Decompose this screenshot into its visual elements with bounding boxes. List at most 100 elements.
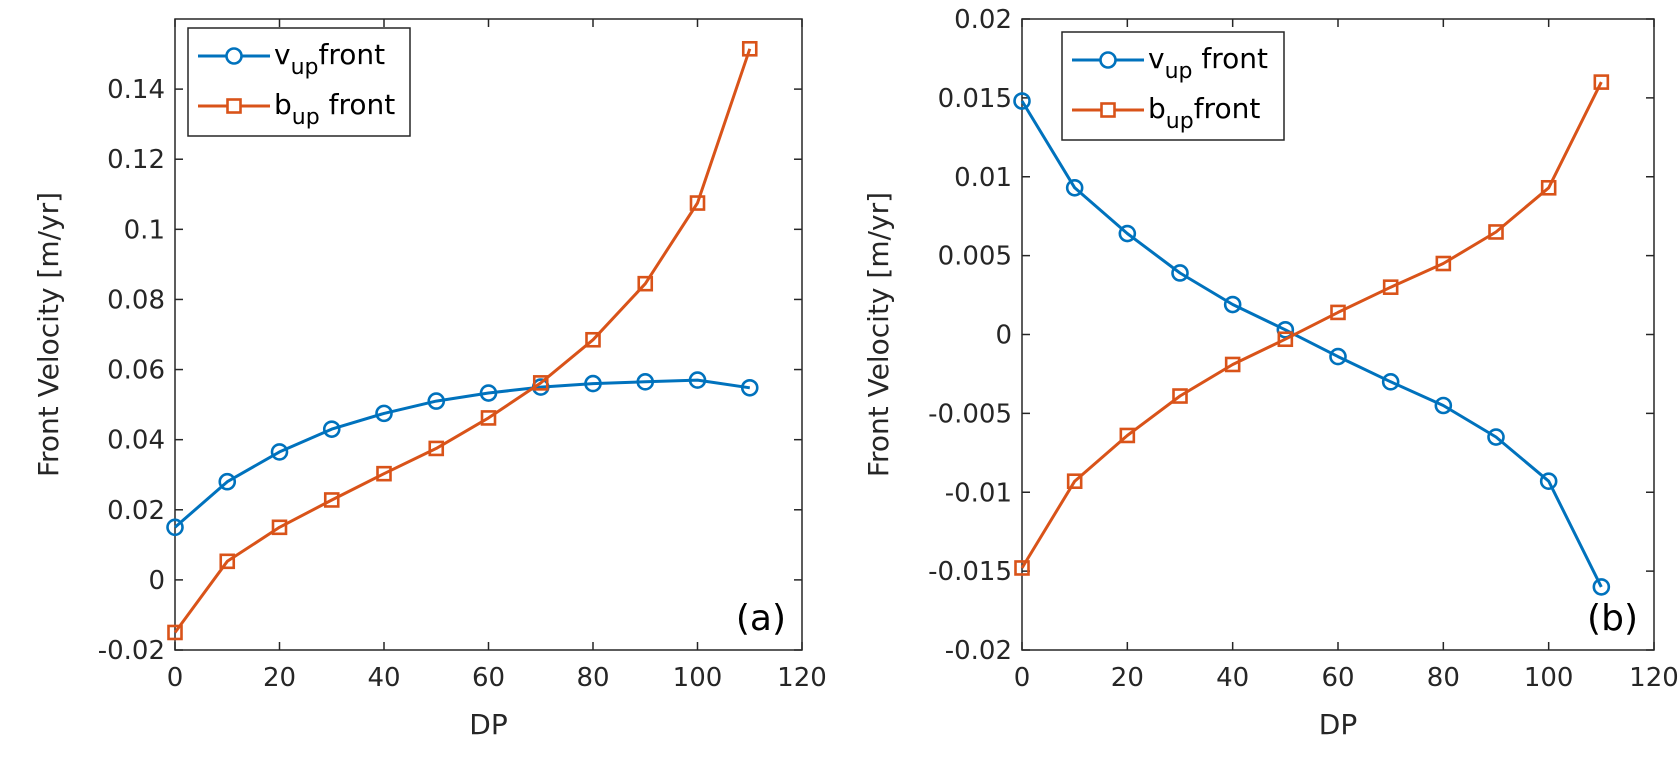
legend-box <box>1061 31 1285 141</box>
legend-marker <box>1100 102 1116 118</box>
x-tick-label: 20 <box>1111 663 1144 693</box>
data-point <box>1224 356 1241 373</box>
y-tick-label: -0.005 <box>928 399 1012 429</box>
data-point <box>480 410 497 426</box>
data-point <box>637 275 654 292</box>
data-point <box>1381 373 1400 391</box>
series-2 <box>1014 74 1610 576</box>
legend-marker <box>225 47 243 65</box>
data-point <box>636 373 655 391</box>
x-tick-label: 20 <box>263 663 296 693</box>
legend-label: bup front <box>274 88 395 130</box>
x-tick-label: 60 <box>472 663 505 693</box>
x-axis-label: DP <box>469 708 507 741</box>
data-point <box>1172 388 1188 404</box>
y-tick-label: 0.02 <box>954 5 1012 35</box>
data-point <box>1435 255 1452 272</box>
data-point <box>1329 347 1347 366</box>
data-point <box>1592 578 1611 596</box>
chart-panel-2: 0 20 40 60 80 100 120 -0.02 -0.015 -0.01 -0.005 0 0.… <box>862 5 1679 741</box>
data-point <box>1487 428 1505 446</box>
series-line <box>173 48 752 634</box>
y-tick-label: -0.01 <box>945 478 1012 508</box>
y-tick-label: 0.015 <box>938 84 1012 114</box>
x-tick-label: 0 <box>1014 663 1031 693</box>
x-tick-label: 100 <box>673 663 723 693</box>
series-2 <box>167 40 758 641</box>
legend-marker <box>1099 51 1117 69</box>
series-line <box>1020 81 1603 569</box>
y-tick-label: 0.14 <box>107 75 165 105</box>
data-point <box>428 440 445 457</box>
x-tick-label: 100 <box>1524 663 1574 693</box>
data-point <box>376 465 392 482</box>
data-point <box>1223 295 1242 314</box>
data-point <box>1382 279 1399 295</box>
x-axis-label: DP <box>1319 708 1357 741</box>
y-axis-label: Front Velocity [m/yr] <box>862 192 895 477</box>
y-tick-label: 0.06 <box>107 356 165 386</box>
data-point <box>1277 331 1294 348</box>
series-line <box>1020 100 1603 588</box>
legend: vup front bupfront <box>1061 31 1285 141</box>
data-point <box>1276 320 1295 339</box>
data-point <box>1488 224 1504 240</box>
data-point <box>270 443 289 461</box>
y-tick-label: 0.04 <box>107 426 165 456</box>
x-tick-label: 80 <box>576 663 609 693</box>
data-point <box>1065 178 1084 197</box>
data-point <box>219 553 236 570</box>
x-tick-label: 40 <box>1216 663 1249 693</box>
y-tick-label: 0.08 <box>107 285 165 315</box>
legend-box <box>187 27 411 137</box>
data-point <box>741 40 758 57</box>
data-point <box>1171 264 1189 282</box>
y-axis-label: Front Velocity [m/yr] <box>32 192 65 477</box>
data-point <box>218 472 237 491</box>
data-point <box>689 195 706 211</box>
data-point <box>532 375 549 391</box>
y-tick-label: 0 <box>995 321 1012 351</box>
x-tick-label: 120 <box>777 663 827 693</box>
data-point <box>1118 224 1137 243</box>
legend-label: vup front <box>1148 42 1268 84</box>
data-point <box>1593 74 1610 90</box>
data-point <box>584 374 602 393</box>
y-tick-label: 0.12 <box>107 145 165 175</box>
data-point <box>375 404 393 423</box>
data-point <box>688 371 707 389</box>
data-point <box>1013 92 1031 110</box>
data-point <box>740 378 759 397</box>
y-tick-label: -0.02 <box>945 636 1012 666</box>
data-point <box>427 392 446 410</box>
data-point <box>1540 179 1557 196</box>
data-point <box>167 624 183 641</box>
data-point <box>1119 427 1136 444</box>
y-tick-label: 0.1 <box>124 215 165 245</box>
y-tick-label: -0.02 <box>98 636 165 666</box>
legend-label: bupfront <box>1148 92 1260 134</box>
data-point <box>1066 473 1083 490</box>
data-point <box>1539 472 1558 491</box>
legend-label: vupfront <box>274 38 385 80</box>
y-tick-label: 0.02 <box>107 496 165 526</box>
x-tick-label: 0 <box>167 663 184 693</box>
y-tick-label: 0.01 <box>954 163 1012 193</box>
legend-marker <box>226 98 242 114</box>
data-point <box>322 420 341 438</box>
data-point <box>1014 560 1030 576</box>
data-point <box>479 384 498 402</box>
data-point <box>1330 304 1346 321</box>
data-point <box>1434 396 1453 415</box>
legend: vupfront bup front <box>187 27 411 137</box>
chart-panel-1: 0 20 40 60 80 100 120-0.0200.020.040.060.080.1… <box>32 18 827 741</box>
data-point <box>166 518 184 537</box>
y-tick-label: 0.005 <box>938 242 1012 272</box>
y-tick-label: 0 <box>148 566 165 596</box>
x-tick-label: 60 <box>1321 663 1354 693</box>
x-tick-label: 40 <box>367 663 400 693</box>
y-tick-label: -0.015 <box>928 557 1012 587</box>
data-point <box>323 492 340 508</box>
panel-label: (a) <box>736 598 786 639</box>
